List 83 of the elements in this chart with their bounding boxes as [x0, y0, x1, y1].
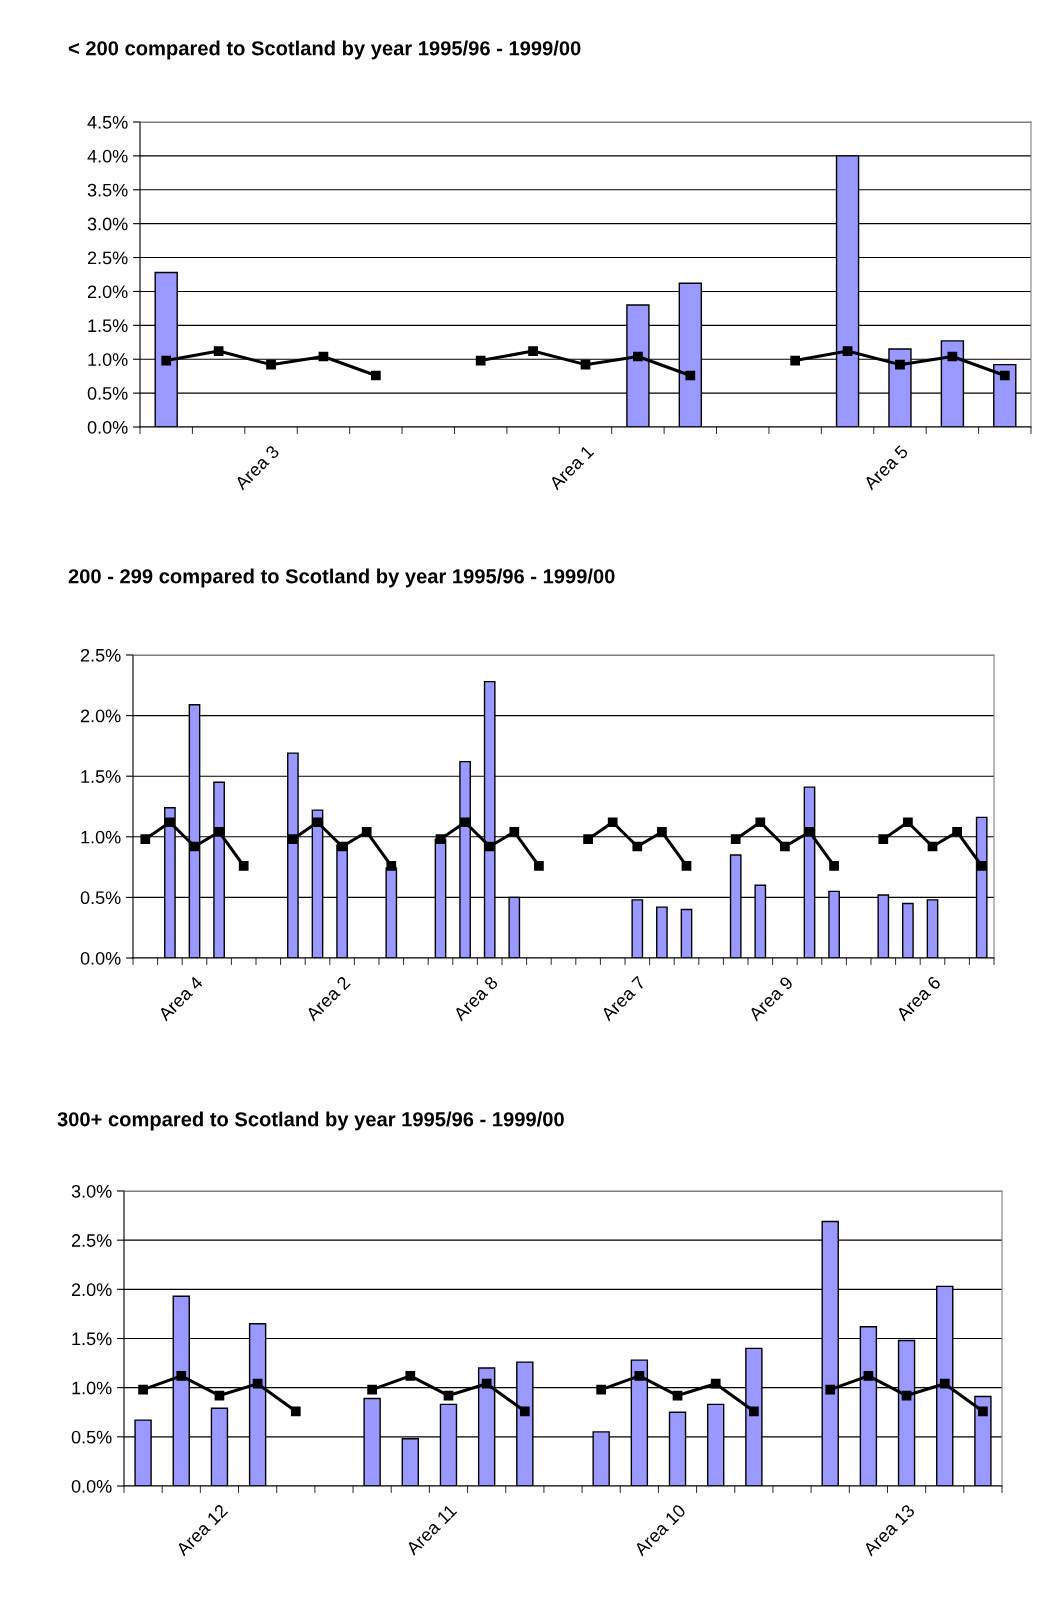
- point: [780, 841, 790, 852]
- point: [519, 1406, 530, 1417]
- point: [176, 1371, 187, 1381]
- y-tick-label: 4.5%: [87, 116, 128, 129]
- point: [583, 834, 593, 845]
- y-tick-label: 1.0%: [88, 353, 128, 366]
- point: [509, 827, 520, 837]
- y-tick-label: 3.5%: [87, 183, 128, 197]
- point: [290, 1406, 301, 1417]
- point: [138, 1384, 148, 1395]
- y-tick-label: 2.5%: [71, 1234, 112, 1247]
- point: [633, 351, 643, 362]
- y-tick-label: 2.5%: [87, 251, 128, 265]
- point: [681, 861, 692, 871]
- y-tick-label: 0.0%: [87, 420, 128, 434]
- point: [895, 359, 905, 370]
- point: [161, 355, 172, 366]
- point: [999, 370, 1010, 381]
- y-tick-label: 2.0%: [71, 1283, 112, 1297]
- point: [165, 817, 175, 828]
- y-tick-label: 1.5%: [72, 1332, 112, 1346]
- point: [878, 834, 889, 845]
- point: [528, 346, 538, 356]
- y-tick-label: 2.0%: [87, 285, 128, 299]
- point: [710, 1378, 721, 1389]
- point: [435, 834, 446, 845]
- y-tick-label: 0.5%: [87, 387, 128, 400]
- point: [825, 1384, 836, 1395]
- y-tick-label: 3.0%: [71, 1184, 112, 1198]
- chart-title: 300+ compared to Scotland by year 1995/96 - 1999/00: [57, 1111, 564, 1131]
- point: [749, 1406, 759, 1417]
- point: [804, 827, 815, 837]
- y-tick-label: 1.5%: [81, 770, 121, 783]
- y-tick-label: 0.5%: [80, 891, 121, 905]
- point: [252, 1378, 263, 1389]
- chart-title: 200 - 299 compared to Scotland by year 1995/96 - 1999/00: [68, 568, 615, 588]
- point: [790, 355, 801, 366]
- point: [829, 861, 839, 871]
- point: [632, 841, 643, 852]
- y-tick-label: 0.0%: [71, 1479, 112, 1493]
- y-tick-label: 2.0%: [80, 709, 121, 723]
- y-tick-label: 0.5%: [71, 1430, 112, 1444]
- point: [386, 861, 397, 871]
- y-tick-label: 3.0%: [87, 217, 128, 231]
- point: [337, 841, 347, 852]
- point: [140, 834, 151, 845]
- point: [361, 827, 372, 837]
- point: [460, 817, 470, 828]
- point: [484, 841, 495, 852]
- point: [475, 355, 486, 366]
- point: [657, 827, 667, 837]
- point: [238, 861, 249, 871]
- point: [596, 1384, 607, 1395]
- point: [607, 817, 618, 828]
- point: [370, 370, 381, 381]
- point: [580, 359, 591, 370]
- point: [213, 346, 224, 356]
- point: [903, 817, 913, 828]
- point: [863, 1371, 874, 1381]
- point: [685, 370, 696, 381]
- point: [312, 817, 323, 828]
- point: [755, 817, 766, 828]
- y-tick-label: 4.0%: [87, 149, 128, 163]
- point: [288, 834, 298, 845]
- point: [730, 834, 741, 845]
- point: [842, 346, 853, 356]
- point: [367, 1384, 377, 1395]
- point: [634, 1371, 645, 1381]
- y-tick-label: 1.0%: [72, 1381, 112, 1395]
- point: [952, 827, 962, 837]
- y-tick-label: 1.0%: [81, 830, 121, 844]
- point: [976, 861, 987, 871]
- chart-title: < 200 compared to Scotland by year 1995/96 - 1999/00: [68, 40, 581, 60]
- point: [534, 861, 544, 871]
- y-tick-label: 1.5%: [88, 319, 128, 333]
- y-tick-label: 2.5%: [80, 648, 121, 662]
- point: [214, 827, 224, 837]
- point: [481, 1378, 492, 1389]
- point: [978, 1406, 988, 1417]
- point: [405, 1371, 416, 1381]
- point: [939, 1378, 950, 1389]
- y-tick-label: 0.0%: [80, 951, 121, 965]
- point: [266, 359, 276, 370]
